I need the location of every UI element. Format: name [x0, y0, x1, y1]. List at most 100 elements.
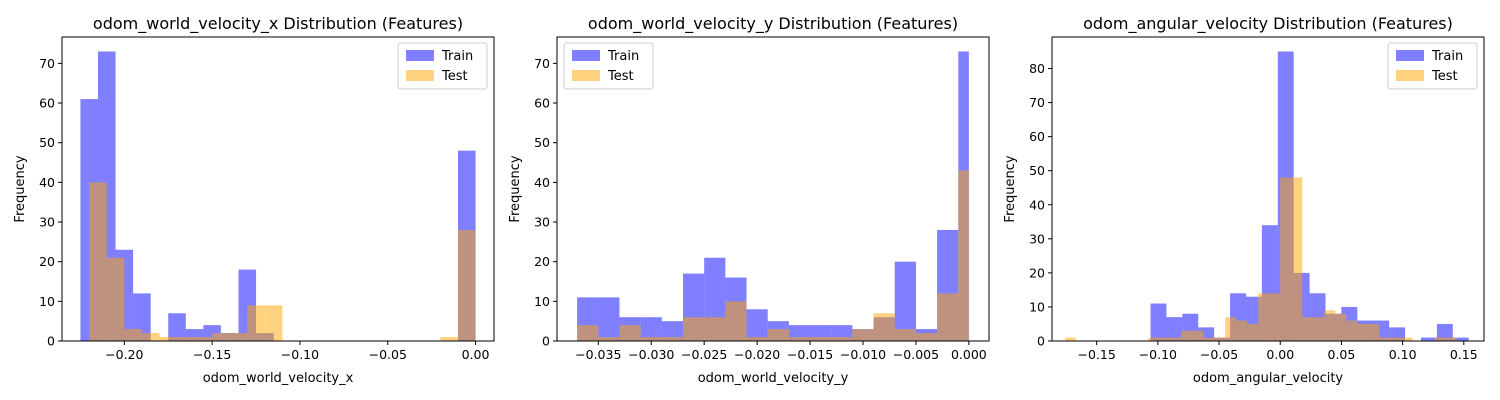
x-tick-label: −0.025 [681, 347, 727, 362]
axes-frame [1051, 36, 1485, 342]
bar-train-1 [1166, 317, 1183, 341]
bar-train-18 [1436, 323, 1453, 341]
bar-test-11 [1258, 293, 1270, 341]
legend-swatch-train [572, 50, 600, 61]
y-tick-label: 50 [39, 135, 55, 150]
bar-test-5 [1192, 330, 1204, 341]
y-tick-label: 70 [534, 56, 550, 71]
bar-test-8 [1225, 317, 1237, 341]
chart-panel-2: −0.035 −0.030 −0.025 −0.020 −0.015 −0.010 −0.0… [508, 14, 990, 386]
bar-test-25 [1434, 337, 1446, 341]
bar-test-4 [661, 337, 683, 341]
x-tick-label: −0.035 [575, 347, 621, 362]
y-tick-label: 80 [1029, 61, 1045, 76]
x-tick-label: 0.00 [462, 347, 490, 362]
bar-test-4 [1181, 330, 1193, 341]
bar-test-8 [746, 337, 768, 341]
y-axis-label: Frequency [508, 155, 523, 222]
legend-label-test: Test [1431, 69, 1458, 84]
bar-test-8 [229, 333, 248, 341]
x-tick-label: −0.005 [893, 347, 939, 362]
bar-test-21 [1368, 323, 1380, 341]
bar-test-14 [873, 313, 895, 341]
legend-swatch-train [406, 50, 434, 61]
y-tick-label: 0 [1037, 334, 1045, 349]
x-tick-label: −0.15 [1078, 347, 1116, 362]
legend-swatch-test [572, 70, 600, 81]
bar-train-4 [661, 321, 683, 341]
chart-title: odom_world_velocity_y Distribution (Feat… [588, 14, 958, 34]
bar-train-1 [598, 297, 620, 341]
x-tick-label: −0.015 [787, 347, 833, 362]
y-tick-label: 50 [534, 135, 550, 150]
y-tick-label: 30 [534, 215, 550, 230]
legend: Train Test [563, 42, 654, 90]
legend: Train Test [397, 42, 488, 90]
legend-label-train: Train [441, 49, 473, 64]
axes-frame [61, 36, 495, 342]
bar-test-23 [1390, 337, 1402, 341]
bar-train-15 [894, 261, 916, 341]
x-tick-label: −0.20 [105, 347, 143, 362]
x-tick-label: −0.05 [1200, 347, 1238, 362]
y-tick-label: 70 [39, 56, 55, 71]
bar-test-19 [1346, 320, 1358, 341]
bar-test-3 [640, 337, 662, 341]
bar-train-19 [1452, 337, 1469, 341]
y-tick-label: 60 [1029, 129, 1045, 144]
y-axis-label: Frequency [13, 155, 28, 222]
bar-test-4 [159, 337, 178, 341]
bar-test-13 [1280, 177, 1292, 341]
x-tick-label: 0.00 [1266, 347, 1294, 362]
legend-label-test: Test [607, 69, 634, 84]
x-tick-label: 0.000 [951, 347, 987, 362]
chart-panel-3: −0.15 −0.10 −0.05 0.00 0.05 0.10 0.15 0 10 20 30 40… [1003, 14, 1485, 386]
bar-test-6 [704, 317, 726, 341]
bar-test-10 [1247, 323, 1259, 341]
bar-test-17 [1324, 310, 1336, 341]
bar-test-0 [577, 325, 599, 341]
bar-test-13 [852, 329, 874, 341]
bar-test-3 [141, 333, 160, 341]
bar-train-5 [168, 313, 186, 341]
bar-test-22 [1379, 337, 1391, 341]
legend-label-test: Test [441, 69, 468, 84]
x-tick-label: −0.15 [193, 347, 231, 362]
bar-test-17 [937, 293, 959, 341]
bar-test-15 [1302, 317, 1314, 341]
bar-test-7 [212, 333, 230, 341]
y-tick-label: 40 [39, 175, 55, 190]
bar-test-7 [725, 301, 747, 341]
y-tick-label: 40 [534, 175, 550, 190]
bar-train-17 [1420, 337, 1437, 341]
y-tick-label: 30 [39, 215, 55, 230]
x-tick-label: −0.10 [281, 347, 319, 362]
bar-test-16 [1313, 317, 1325, 341]
bar-test-12 [831, 337, 853, 341]
chart-title: odom_angular_velocity Distribution (Feat… [1083, 14, 1453, 34]
bar-test-14 [1291, 177, 1303, 341]
bar-test-5 [683, 317, 705, 341]
x-tick-label: 0.15 [1450, 347, 1478, 362]
axes-frame [556, 36, 990, 342]
bar-test-20 [1357, 323, 1369, 341]
bar-test-11 [810, 337, 832, 341]
y-tick-label: 40 [1029, 197, 1045, 212]
bar-test-10 [264, 305, 283, 341]
y-tick-label: 0 [47, 334, 55, 349]
bar-test-9 [247, 305, 265, 341]
bar-test-26 [1445, 337, 1457, 341]
bar-test-11 [440, 337, 458, 341]
bar-test-12 [458, 229, 476, 341]
y-tick-label: 30 [1029, 231, 1045, 246]
bar-test-6 [1203, 337, 1215, 341]
x-tick-label: −0.010 [840, 347, 886, 362]
bar-test-1 [106, 257, 125, 341]
bar-test-1 [598, 337, 620, 341]
bar-test-24 [1401, 337, 1413, 341]
legend-swatch-test [406, 70, 434, 81]
legend-label-train: Train [1431, 49, 1463, 64]
bar-test-16 [915, 333, 938, 341]
y-tick-label: 0 [542, 334, 550, 349]
